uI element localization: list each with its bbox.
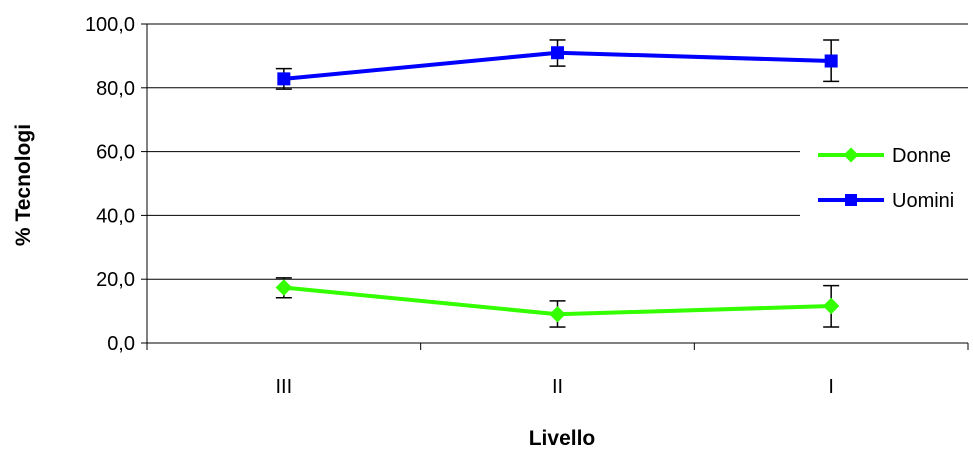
y-axis-title: % Tecnologi <box>12 124 35 246</box>
series-uomini <box>275 39 840 90</box>
legend-item-donne: Donne <box>818 145 951 167</box>
legend-marker <box>843 147 859 163</box>
y-tick-labels: 0,0 20,0 40,0 60,0 80,0 100,0 <box>85 14 135 355</box>
y-tick-label: 0,0 <box>107 333 135 355</box>
y-tick-label: 40,0 <box>96 205 135 227</box>
data-point <box>277 72 291 86</box>
y-tick-label: 100,0 <box>85 14 135 36</box>
legend-marker <box>845 194 857 206</box>
axes <box>141 23 969 350</box>
legend-label: Donne <box>892 145 951 167</box>
x-tick-label: II <box>552 376 563 398</box>
data-point <box>822 297 840 315</box>
legend-label: Uomini <box>892 190 954 212</box>
data-point <box>549 306 566 323</box>
x-tick-label: III <box>275 376 292 398</box>
series-group <box>275 39 840 328</box>
y-tick-label: 60,0 <box>96 142 135 164</box>
x-tick-labels: III II I <box>275 376 833 398</box>
legend-item-uomini: Uomini <box>818 190 954 212</box>
data-point <box>275 279 293 296</box>
legend: Donne Uomini <box>800 135 973 235</box>
x-tick-label: I <box>828 376 834 398</box>
data-point <box>551 46 564 60</box>
y-tick-label: 20,0 <box>96 269 135 291</box>
y-tick-label: 80,0 <box>96 78 135 100</box>
series-donne <box>275 277 840 328</box>
data-point <box>824 54 838 68</box>
x-axis-title: Livello <box>529 427 596 449</box>
legend-background <box>800 135 973 235</box>
